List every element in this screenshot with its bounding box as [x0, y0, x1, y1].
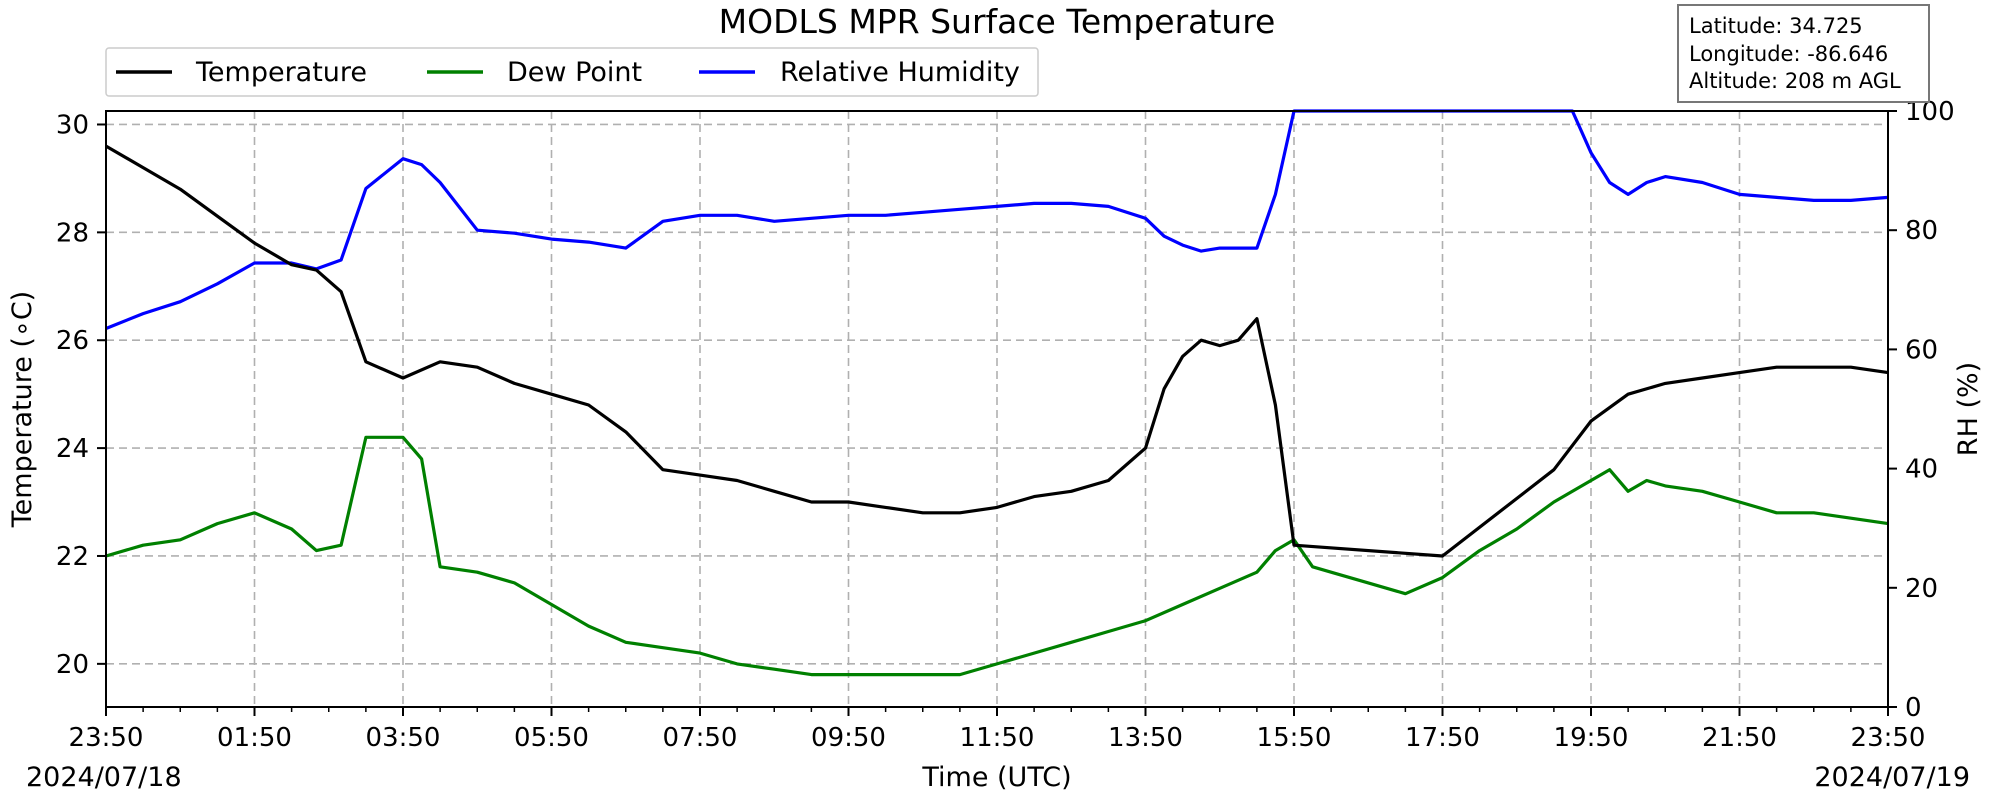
legend-label-temperature: Temperature: [195, 57, 367, 88]
x-tick-label: 21:50: [1702, 723, 1777, 753]
y-left-tick-label: 24: [56, 434, 89, 464]
x-axis-label: Time (UTC): [921, 762, 1071, 793]
x-tick-label: 09:50: [811, 723, 886, 753]
info-longitude: Longitude: -86.646: [1689, 42, 1888, 66]
info-box-frame: [1677, 4, 1930, 103]
date-end-label: 2024/07/19: [1814, 762, 1970, 793]
y-left-tick-label: 28: [56, 218, 89, 248]
y-left-tick-label: 30: [56, 110, 89, 140]
x-tick-label: 13:50: [1108, 723, 1183, 753]
info-latitude: Latitude: 34.725: [1689, 14, 1863, 38]
x-tick-label: 23:50: [69, 723, 144, 753]
temperature-line: [105, 144, 1889, 558]
legend: Temperature Dew Point Relative Humidity: [105, 47, 1039, 97]
x-tick-label: 23:50: [1851, 723, 1926, 753]
series-lines: [105, 109, 1889, 677]
y-right-tick-label: 80: [1905, 216, 1938, 246]
legend-label-relative-humidity: Relative Humidity: [780, 57, 1020, 88]
legend-box: [105, 47, 1039, 97]
y-right-tick-label: 60: [1905, 335, 1938, 365]
x-tick-label: 07:50: [663, 723, 738, 753]
x-tick-label: 15:50: [1257, 723, 1332, 753]
x-tick-label: 03:50: [366, 723, 441, 753]
legend-label-dew-point: Dew Point: [507, 57, 642, 88]
y-right-tick-label: 0: [1905, 693, 1922, 723]
relative-humidity-line: [105, 109, 1889, 330]
axis-ticks: 23:50 01:50 03:50 05:50 07:50 09:50 11:50 13:50…: [56, 97, 1955, 753]
dew-point-line: [105, 435, 1889, 677]
plot-frame: [105, 110, 1889, 708]
y-right-tick-label: 20: [1905, 574, 1938, 604]
y-axis-left-label: Temperature (∘C): [7, 291, 38, 528]
station-info-box: Latitude: 34.725 Longitude: -86.646 Alti…: [1677, 4, 1930, 103]
y-left-tick-label: 22: [56, 542, 89, 572]
y-left-tick-label: 20: [56, 650, 89, 680]
y-left-tick-label: 26: [56, 326, 89, 356]
grid-lines: [106, 111, 1888, 707]
info-altitude: Altitude: 208 m AGL: [1689, 69, 1901, 93]
x-tick-label: 01:50: [217, 723, 292, 753]
x-tick-label: 19:50: [1554, 723, 1629, 753]
x-tick-label: 11:50: [960, 723, 1035, 753]
y-axis-right-label: RH (%): [1953, 362, 1984, 456]
date-start-label: 2024/07/18: [26, 762, 182, 793]
y-right-tick-label: 40: [1905, 455, 1938, 485]
chart-title: MODLS MPR Surface Temperature: [719, 2, 1276, 41]
x-tick-label: 05:50: [514, 723, 589, 753]
x-tick-label: 17:50: [1405, 723, 1480, 753]
